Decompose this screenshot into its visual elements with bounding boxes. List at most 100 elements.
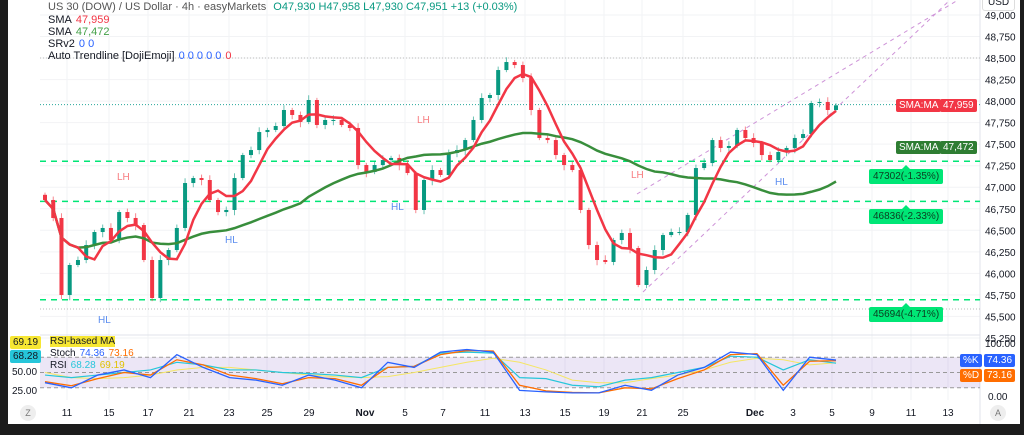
sma-fast-tag-value: 47,959: [940, 99, 977, 112]
swing-label-lh: LH: [117, 172, 130, 183]
candle-body: [611, 240, 616, 262]
candle-body: [257, 132, 262, 151]
x-tick-label: 5: [402, 408, 408, 419]
sma-fast-tag-label: SMA:MA: [896, 99, 942, 112]
x-tick-label: 25: [261, 408, 273, 419]
x-tick-label: 13: [519, 408, 531, 419]
indicator-name: Auto Trendline [DojiEmoji]: [48, 50, 175, 62]
candle-body: [389, 157, 394, 161]
candle-body: [216, 199, 221, 213]
candle-body: [224, 209, 229, 213]
candle-body: [356, 127, 361, 166]
indicator-value: 0 0 0 0 0: [178, 50, 222, 62]
candle-body: [306, 100, 311, 122]
candle-body: [776, 152, 781, 161]
indicator-name: SMA: [48, 14, 72, 26]
candle-body: [158, 260, 163, 298]
level-label-3: 45694(-4.71%): [869, 303, 944, 322]
y-tick-label: 46,750: [985, 205, 1016, 216]
candle-body: [405, 165, 410, 174]
rsi-legend[interactable]: RSI 68.28 69.19: [50, 360, 125, 371]
y-tick-label: 49,000: [985, 11, 1016, 22]
swing-label-hl: HL: [225, 235, 238, 246]
candle-body: [471, 119, 476, 141]
candle-body: [545, 137, 550, 141]
swing-label-lh: LH: [631, 170, 644, 181]
y-tick-label: 47,250: [985, 162, 1016, 173]
rsi-ma-legend[interactable]: RSI-based MA: [50, 336, 116, 347]
candle-body: [265, 129, 270, 133]
candle-body: [43, 194, 47, 200]
candle-body: [735, 129, 740, 146]
stoch-legend[interactable]: Stoch 74.36 73.16: [50, 348, 134, 359]
stoch-k-line: [44, 348, 837, 394]
x-tick-label: 15: [559, 408, 571, 419]
candle-body: [372, 165, 377, 172]
x-tick-label: 15: [103, 408, 115, 419]
y-tick-label: 48,750: [985, 33, 1016, 44]
legend-srv2[interactable]: SRv2 0 0: [48, 38, 94, 50]
indicator-value: 0: [225, 50, 232, 62]
rsi-badge: 68.28: [10, 350, 42, 363]
auto-scale-button[interactable]: A: [990, 405, 1006, 421]
x-tick-label: 25: [677, 408, 689, 419]
legend-sma-fast[interactable]: SMA 47,959: [48, 14, 110, 26]
candle-body: [652, 250, 657, 271]
candle-body: [166, 250, 171, 261]
symbol-title[interactable]: US 30 (DOW) / US Dollar · 4h · easyMarke…: [48, 1, 267, 13]
stoch-label: Stoch: [50, 348, 76, 359]
candle-body: [207, 180, 212, 200]
y-tick-label: 47,500: [985, 140, 1016, 151]
sma-slow-line: [44, 131, 837, 249]
candle-body: [100, 227, 105, 233]
k-tag-label: %K: [960, 354, 982, 367]
indicator-value: 47,472: [75, 26, 110, 38]
candle-body: [768, 155, 773, 161]
candle-body: [784, 147, 789, 153]
candle-body: [422, 180, 427, 210]
candle-body: [570, 165, 575, 171]
candle-body: [446, 152, 451, 176]
candle-body: [479, 98, 484, 120]
candle-body: [553, 140, 558, 156]
candle-body: [636, 248, 641, 285]
sma-fast-line: [44, 72, 837, 261]
indicator-name: SMA: [48, 26, 72, 38]
y-tick-label: 46,250: [985, 248, 1016, 259]
candle-body: [726, 145, 731, 148]
y-tick-label: 45,250: [985, 334, 1016, 345]
y-tick-label: 45,500: [985, 312, 1016, 323]
stoch-d-value: 73.16: [108, 348, 134, 359]
level-label-1: 47302(-1.35%): [869, 165, 944, 184]
candle-body: [619, 232, 624, 241]
candle-body: [669, 232, 674, 236]
candle-body: [792, 137, 797, 148]
candle-body: [834, 105, 838, 110]
candle-body: [685, 214, 690, 233]
x-tick-label: 9: [869, 408, 875, 419]
candle-body: [718, 140, 723, 148]
candle-body: [537, 109, 542, 138]
currency-button[interactable]: USD: [982, 0, 1016, 11]
x-tick-label: 21: [636, 408, 648, 419]
candle-body: [644, 270, 649, 285]
candle-body: [174, 227, 179, 251]
candle-body: [183, 183, 188, 228]
chart-panel[interactable]: [8, 0, 1020, 424]
zoom-button[interactable]: Z: [20, 405, 36, 421]
candle-body: [825, 101, 830, 110]
y-tick-label: 48,000: [985, 97, 1016, 108]
candle-body: [487, 95, 492, 99]
candle-body: [108, 227, 113, 241]
candle-body: [191, 178, 196, 184]
legend-sma-slow[interactable]: SMA 47,472: [48, 26, 110, 38]
candle-body: [529, 78, 534, 110]
candle-body: [347, 124, 352, 128]
x-tick-label: 11: [906, 408, 917, 419]
swing-label-hl: HL: [391, 202, 404, 213]
swing-label-hl: HL: [98, 315, 111, 326]
candle-body: [809, 103, 814, 135]
y-tick-label: 45,750: [985, 291, 1016, 302]
